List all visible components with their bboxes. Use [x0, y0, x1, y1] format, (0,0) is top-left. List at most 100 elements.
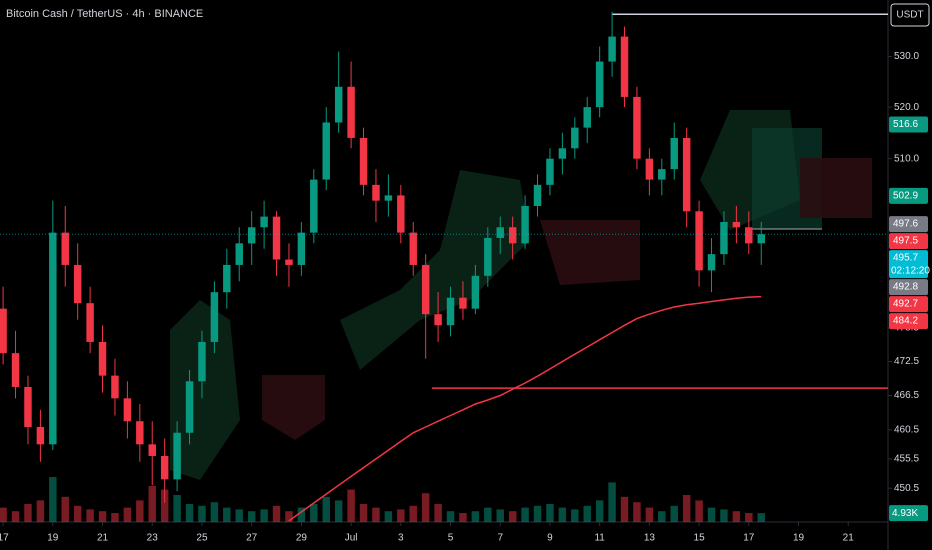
- candle-body: [409, 232, 417, 265]
- candle-body: [670, 137, 678, 170]
- x-tick-label: 17: [743, 533, 755, 544]
- price-tag: [889, 233, 928, 250]
- cloud: [340, 170, 530, 370]
- cloud: [800, 158, 872, 218]
- price-tag-label: 484.2: [893, 316, 918, 327]
- volume-bar: [272, 505, 281, 522]
- candle-body: [459, 297, 467, 309]
- volume-bar: [185, 504, 194, 522]
- volume-bar: [235, 509, 243, 522]
- volume-bar: [297, 507, 306, 522]
- candle-body: [185, 381, 194, 433]
- candle-body: [757, 234, 765, 244]
- cloud: [170, 300, 240, 480]
- candle-body: [235, 243, 243, 265]
- volume-bar: [745, 513, 753, 522]
- candle-body: [583, 107, 591, 128]
- volume-bar: [682, 495, 691, 522]
- x-tick-label: 19: [793, 533, 805, 544]
- volume-bar: [98, 511, 107, 522]
- volume-bar: [620, 496, 629, 522]
- x-tick-label: 19: [47, 533, 59, 544]
- candle-body: [0, 308, 7, 354]
- x-tick-label: 7: [497, 533, 503, 544]
- candle-body: [111, 375, 119, 399]
- volume-bar: [658, 511, 666, 522]
- volume-bar: [707, 507, 716, 522]
- candle-body: [98, 341, 107, 376]
- candle-body: [198, 341, 206, 382]
- volume-bar: [446, 511, 455, 522]
- price-tag: [889, 279, 928, 296]
- candle-body: [322, 122, 330, 180]
- candle-body: [297, 232, 306, 265]
- candle-body: [397, 195, 405, 233]
- x-tick-label: 29: [296, 533, 308, 544]
- volume-bar: [471, 511, 480, 522]
- price-tag-label: 497.6: [893, 219, 918, 230]
- candle-body: [620, 36, 629, 97]
- candle-body: [11, 353, 20, 387]
- candle-body: [210, 292, 219, 342]
- price-tag-label: 516.6: [893, 119, 918, 130]
- x-tick-label: 3: [398, 533, 404, 544]
- price-tag-timer: 02:12:20: [891, 266, 930, 277]
- cloud: [262, 375, 325, 440]
- x-tick-label: 25: [196, 533, 208, 544]
- volume-bar: [86, 509, 94, 522]
- x-tick-label: 27: [246, 533, 258, 544]
- volume-bar: [571, 509, 579, 522]
- candle-body: [136, 421, 144, 445]
- candle-body: [24, 386, 32, 427]
- x-tick-label: 5: [448, 533, 454, 544]
- candle-body: [61, 232, 69, 265]
- chart-title: Bitcoin Cash / TetherUS · 4h · BINANCE: [6, 8, 203, 20]
- volume-bar: [148, 486, 156, 522]
- currency-box: [890, 3, 930, 27]
- volume-bar: [123, 507, 132, 522]
- volume-bar: [384, 511, 393, 522]
- volume-bar: [608, 482, 616, 522]
- x-tick-label: 13: [644, 533, 656, 544]
- price-tag: [889, 250, 928, 279]
- y-tick-label: 455.5: [894, 454, 919, 465]
- volume-bar: [334, 500, 343, 522]
- volume-bar: [160, 489, 169, 522]
- volume-bar: [372, 507, 380, 522]
- candle-body: [496, 227, 504, 238]
- volume-bar: [260, 509, 268, 522]
- volume-bar: [757, 513, 765, 522]
- candle-body: [49, 232, 57, 445]
- candle-body: [86, 303, 94, 342]
- volume-bar: [359, 504, 368, 522]
- volume-bar: [670, 505, 678, 522]
- price-tag-label: 495.7: [893, 253, 918, 264]
- volume-bar: [409, 505, 417, 522]
- volume-bar: [459, 513, 467, 522]
- volume-bar: [322, 496, 330, 522]
- x-tick-label: 21: [97, 533, 109, 544]
- volume-tag-label: 4.93K: [892, 508, 918, 519]
- candle-body: [247, 227, 256, 244]
- y-tick-label: 466.5: [894, 390, 919, 401]
- candle-body: [682, 137, 691, 212]
- price-tag-label: 497.5: [893, 236, 918, 247]
- volume-bar: [24, 504, 32, 522]
- candle-body: [123, 398, 132, 422]
- volume-bar: [61, 496, 69, 522]
- volume-bar: [533, 505, 542, 522]
- volume-bar: [397, 509, 405, 522]
- volume-bar: [421, 493, 430, 522]
- candle-body: [372, 184, 380, 201]
- y-tick-label: 450.5: [894, 483, 919, 494]
- volume-bar: [546, 504, 554, 522]
- candle-body: [359, 137, 368, 185]
- volume-bar: [720, 509, 728, 522]
- y-tick-label: 530.0: [894, 51, 919, 62]
- candle-body: [571, 127, 579, 149]
- candle-body: [732, 221, 741, 228]
- candle-body: [173, 432, 181, 480]
- candle-body: [745, 227, 753, 244]
- y-tick-label: 472.5: [894, 356, 919, 367]
